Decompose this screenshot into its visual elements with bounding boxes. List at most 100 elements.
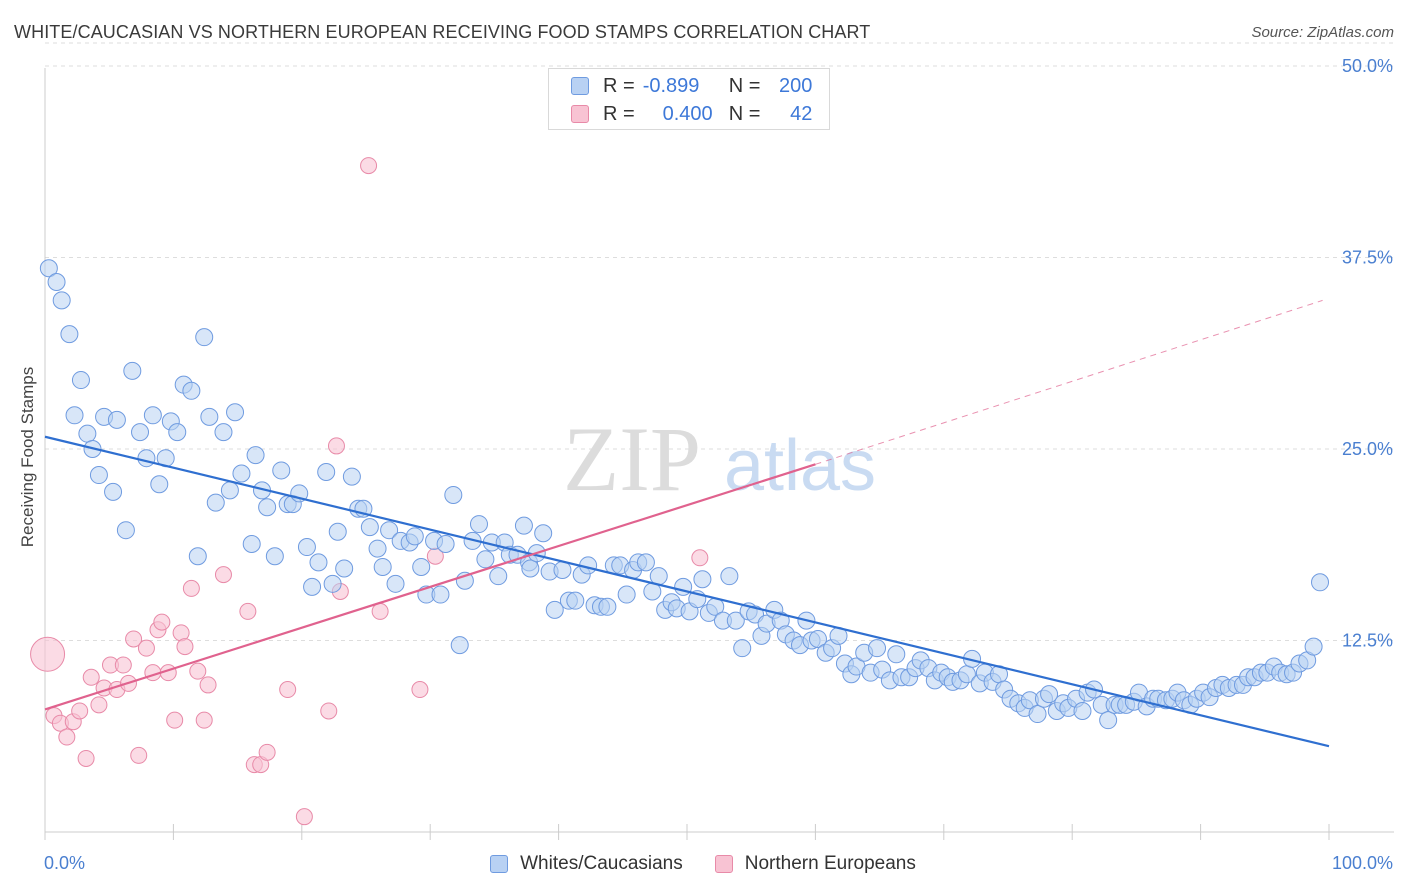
- northern-europeans-point: [411, 681, 429, 699]
- whites-caucasians-point: [303, 577, 322, 596]
- series-legend: Whites/Caucasians Northern Europeans: [0, 850, 1406, 878]
- whites-caucasians-point: [39, 259, 58, 278]
- whites-caucasians-point: [200, 407, 219, 426]
- northern-europeans-point: [137, 639, 155, 657]
- whites-caucasians-point: [89, 466, 108, 485]
- whites-caucasians-point: [78, 424, 97, 443]
- whites-caucasians-point: [373, 557, 392, 576]
- legend-r-label: R =: [603, 74, 635, 97]
- northern-europeans-point: [114, 656, 132, 674]
- whites-caucasians-point: [226, 403, 245, 422]
- whites-caucasians-point: [380, 521, 399, 540]
- watermark: ZIP atlas: [563, 408, 876, 510]
- whites-caucasians-point: [182, 381, 201, 400]
- legend-r-value: 0.400: [662, 102, 713, 125]
- northern-trend-extension: [815, 299, 1323, 465]
- whites-caucasians-point: [47, 273, 66, 292]
- grid-lines: [45, 42, 1394, 641]
- whites-caucasians-point: [617, 585, 636, 604]
- whites-caucasians-point: [309, 553, 328, 572]
- trend-lines: [44, 299, 1330, 748]
- legend-n-label: N =: [728, 102, 761, 125]
- northern-europeans-point: [77, 749, 95, 767]
- whites-caucasians-point: [258, 498, 277, 517]
- northern-europeans-point: [371, 602, 389, 620]
- legend-n-value: 42: [790, 102, 813, 125]
- northern-trend-line: [44, 463, 816, 711]
- whites-caucasians-point: [265, 547, 284, 566]
- northern-europeans-points: [30, 157, 709, 826]
- tick-labels: 12.5% 25.0% 37.5% 50.0% 0.0% 100.0%: [44, 56, 1393, 873]
- whites-caucasians-point: [431, 585, 450, 604]
- whites-caucasians-point: [450, 636, 469, 655]
- y-tick-label: 37.5%: [1342, 248, 1393, 268]
- legend-swatch-blue: [571, 77, 589, 95]
- whites-caucasians-point: [323, 574, 342, 593]
- whites-caucasians-point: [436, 534, 455, 553]
- northern-europeans-point: [258, 743, 276, 761]
- whites-caucasians-point: [317, 462, 336, 481]
- northern-europeans-point: [176, 638, 194, 656]
- whites-caucasians-point: [720, 567, 739, 586]
- legend-row-northern: R = 0.400 N = 42: [571, 101, 812, 127]
- y-tick-label: 25.0%: [1342, 439, 1393, 459]
- watermark-atlas: atlas: [724, 426, 876, 506]
- whites-caucasians-point: [808, 629, 827, 648]
- x-tick-label-max: 100.0%: [1332, 853, 1393, 873]
- northern-europeans-point: [360, 157, 378, 175]
- whites-caucasians-point: [242, 534, 261, 553]
- northern-europeans-point: [691, 549, 709, 567]
- whites-caucasians-point: [887, 645, 906, 664]
- whites-caucasians-point: [514, 516, 533, 535]
- northern-europeans-point: [153, 613, 171, 631]
- whites-caucasians-point: [246, 446, 265, 465]
- watermark-zip: ZIP: [563, 408, 701, 510]
- y-tick-label: 12.5%: [1342, 631, 1393, 651]
- whites-caucasians-point: [123, 361, 142, 380]
- whites-caucasians-point: [214, 423, 233, 442]
- legend-item-northern[interactable]: Northern Europeans: [714, 853, 916, 875]
- legend-n-label: N =: [728, 74, 761, 97]
- northern-europeans-point: [320, 702, 338, 720]
- whites-caucasians-point: [553, 561, 572, 580]
- northern-europeans-point: [182, 579, 200, 597]
- whites-caucasians-point: [1028, 705, 1047, 724]
- chart-title: WHITE/CAUCASIAN VS NORTHERN EUROPEAN REC…: [14, 22, 871, 42]
- whites-caucasians-point: [412, 557, 431, 576]
- northern-europeans-point: [71, 702, 89, 720]
- legend-swatch-blue: [490, 855, 509, 873]
- northern-europeans-point: [279, 681, 297, 699]
- legend-label-whites: Whites/Caucasians: [520, 853, 683, 874]
- whites-caucasians-point: [386, 574, 405, 593]
- whites-caucasians-point: [360, 518, 379, 537]
- whites-caucasians-point: [534, 524, 553, 543]
- northern-europeans-point: [199, 676, 217, 694]
- whites-caucasians-point: [60, 325, 79, 344]
- northern-europeans-point: [166, 711, 184, 729]
- whites-caucasians-point: [297, 538, 316, 557]
- legend-r-value: -0.899: [642, 74, 700, 97]
- whites-caucasians-points: [39, 259, 1330, 730]
- whites-caucasians-point: [137, 449, 156, 468]
- whites-caucasians-point: [545, 600, 564, 619]
- y-axis-title: Receiving Food Stamps: [18, 366, 37, 548]
- whites-caucasians-point: [489, 567, 508, 586]
- northern-europeans-point: [130, 746, 148, 764]
- whites-caucasians-point: [636, 553, 655, 572]
- whites-caucasians-point: [131, 423, 150, 442]
- whites-caucasians-point: [143, 406, 162, 425]
- whites-caucasians-point: [107, 410, 126, 429]
- legend-r-label: R =: [603, 102, 635, 125]
- whites-caucasians-point: [1304, 637, 1323, 656]
- whites-caucasians-point: [335, 559, 354, 578]
- northern-europeans-point: [30, 636, 66, 672]
- northern-europeans-point: [58, 728, 76, 746]
- legend-swatch-pink: [571, 105, 589, 123]
- legend-row-whites: R = -0.899 N = 200: [571, 73, 812, 99]
- northern-europeans-point: [214, 566, 232, 584]
- legend-item-whites[interactable]: Whites/Caucasians: [490, 853, 683, 875]
- northern-europeans-point: [239, 602, 257, 620]
- whites-caucasians-point: [726, 611, 745, 630]
- axes: [44, 68, 1394, 840]
